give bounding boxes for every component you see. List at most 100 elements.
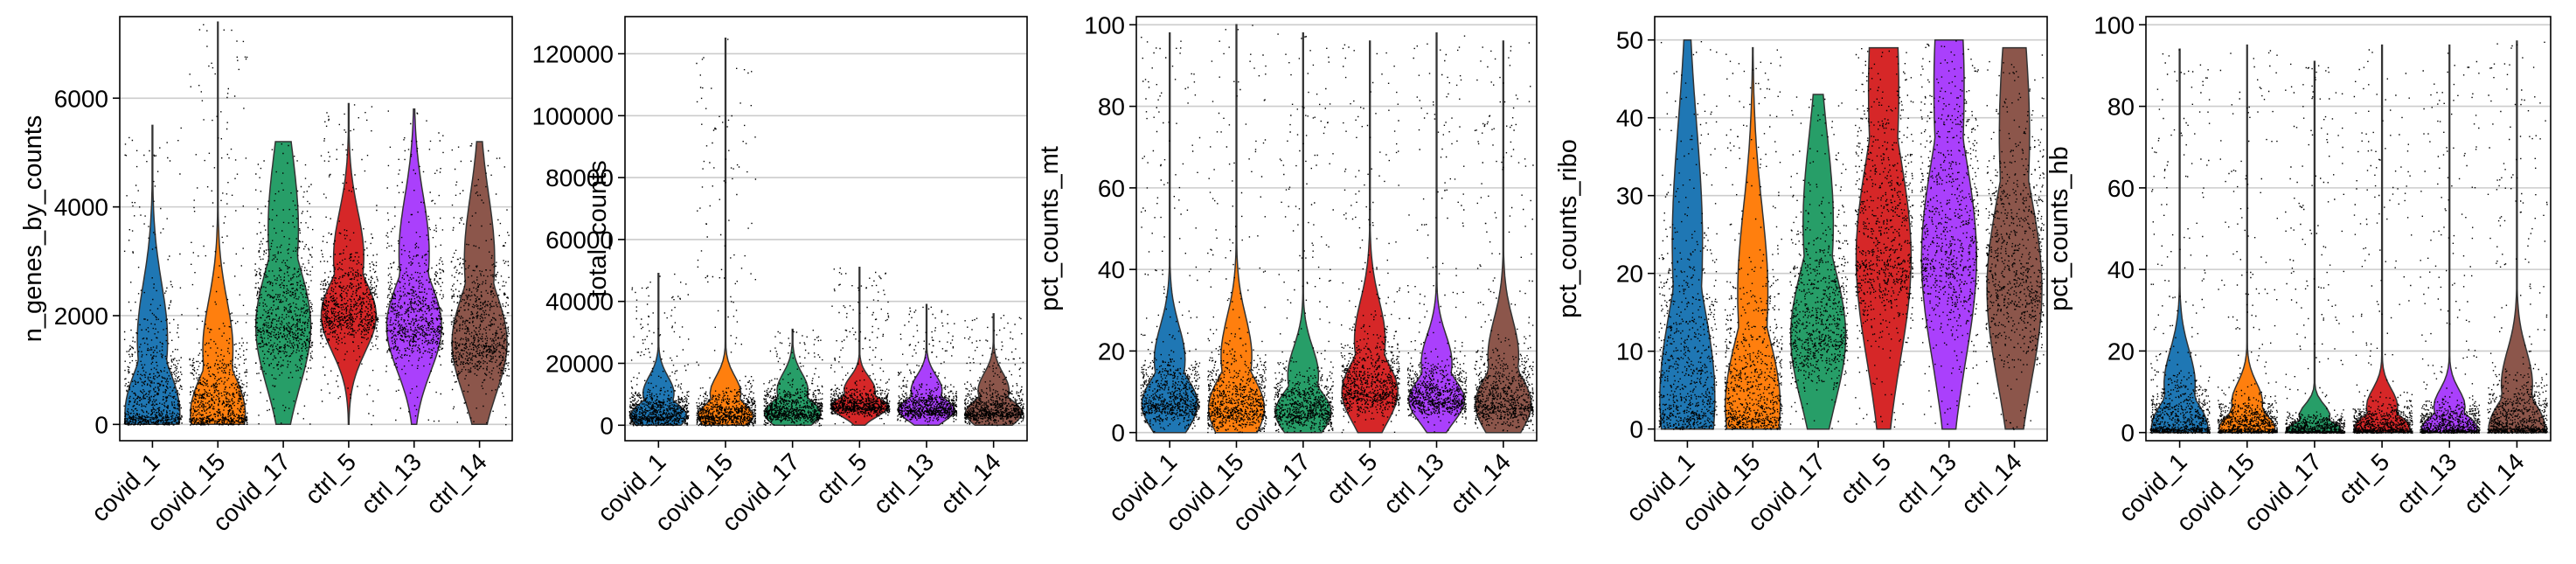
violin-ctrl_5 (320, 102, 378, 426)
y-tick-label: 2000 (54, 303, 108, 330)
y-tick-label: 40 (2107, 256, 2135, 283)
point-cloud (963, 315, 1024, 427)
x-tick-label: ctrl_5 (810, 448, 871, 509)
violin-ctrl_5 (1341, 40, 1399, 434)
violin-ctrl_14 (2488, 40, 2546, 434)
y-tick-label: 60000 (545, 226, 614, 254)
violin-ctrl_5 (1855, 46, 1913, 430)
y-tick-label: 80 (1098, 94, 1125, 121)
violin-covid_1 (1659, 38, 1716, 430)
y-tick-label: 80 (2107, 94, 2135, 121)
points-ctrl_14 (1474, 42, 1534, 432)
points-covid_1 (628, 273, 690, 427)
violin-covid_1 (1141, 31, 1198, 434)
x-tick-label: ctrl_13 (1378, 448, 1448, 519)
y-tick-label: 0 (1629, 416, 1643, 443)
violin-covid_15 (697, 38, 754, 427)
violin-covid_15 (1725, 46, 1781, 430)
violin-covid_17 (763, 328, 822, 427)
violin-ctrl_5 (2353, 44, 2411, 434)
axes-frame (1654, 16, 2048, 442)
violin-ctrl_5 (830, 267, 889, 427)
x-tick-label: ctrl_5 (1321, 448, 1382, 509)
point-cloud (1920, 40, 1980, 425)
point-cloud (1658, 41, 1718, 430)
y-axis-label: pct_counts_mt (1036, 146, 1064, 311)
y-tick-label: 0 (1111, 420, 1125, 447)
violin-ctrl_14 (1475, 40, 1532, 434)
y-tick-label: 10 (1616, 338, 1643, 366)
point-cloud (897, 306, 958, 426)
y-tick-label: 20 (1098, 338, 1125, 365)
y-tick-label: 40 (1616, 105, 1643, 132)
y-tick-label: 40000 (545, 289, 614, 316)
violin-ctrl_13 (2420, 44, 2478, 434)
axes-frame (1135, 16, 1538, 442)
y-tick-label: 4000 (54, 194, 108, 221)
points-covid_17 (763, 330, 823, 427)
violin-ctrl_13 (1407, 31, 1466, 434)
points-covid_17 (1274, 33, 1334, 434)
violin-covid_15 (190, 21, 246, 426)
y-tick-label: 30 (1616, 183, 1643, 210)
y-tick-label: 0 (600, 412, 614, 439)
violin-covid_1 (124, 124, 181, 426)
points-ctrl_13 (897, 306, 958, 426)
x-tick-label: ctrl_13 (356, 448, 427, 519)
y-tick-label: 100 (1084, 11, 1125, 38)
y-tick-label: 40 (1098, 256, 1125, 283)
points-ctrl_14 (450, 143, 510, 426)
axes-frame (2145, 16, 2552, 442)
point-cloud (1474, 42, 1534, 432)
x-tick-label: ctrl_13 (2391, 448, 2461, 519)
points-covid_17 (1789, 96, 1849, 429)
points-ctrl_5 (1340, 44, 1401, 434)
y-axis-label: n_genes_by_counts (19, 115, 47, 343)
points-ctrl_5 (830, 268, 891, 426)
y-tick-label: 100 (2093, 11, 2135, 38)
x-tick-label: ctrl_14 (1445, 448, 1516, 519)
x-tick-label: ctrl_14 (935, 448, 1006, 519)
y-tick-label: 20 (1616, 261, 1643, 288)
x-tick-label: ctrl_5 (300, 448, 361, 509)
violin-covid_15 (1207, 24, 1266, 434)
points-covid_1 (1658, 41, 1718, 430)
violin-covid_1 (629, 273, 688, 427)
y-tick-label: 6000 (54, 85, 108, 112)
y-axis-label: pct_counts_ribo (1554, 139, 1582, 318)
x-tick-label: ctrl_5 (2333, 448, 2394, 509)
points-ctrl_14 (2487, 41, 2548, 435)
x-tick-label: ctrl_13 (868, 448, 939, 519)
point-cloud (1789, 96, 1849, 429)
x-tick-label: ctrl_13 (1891, 448, 1962, 519)
point-cloud (830, 268, 891, 426)
x-tick-label: ctrl_14 (1955, 448, 2026, 519)
points-ctrl_14 (1985, 54, 2045, 430)
y-tick-label: 0 (94, 411, 108, 438)
y-tick-label: 60 (2107, 175, 2135, 202)
y-tick-label: 20000 (545, 350, 614, 377)
violin-covid_17 (254, 141, 312, 426)
violin-ctrl_14 (1986, 46, 2043, 430)
point-cloud (2487, 41, 2548, 435)
axes-frame (119, 16, 513, 442)
violin-ctrl_13 (1920, 38, 1977, 430)
axes-frame (624, 16, 1028, 442)
y-tick-label: 120000 (532, 40, 614, 67)
x-tick-label: ctrl_5 (1835, 448, 1896, 509)
y-tick-label: 0 (2121, 420, 2135, 447)
points-ctrl_14 (963, 315, 1024, 427)
violin-covid_17 (1274, 31, 1332, 434)
points-covid_1 (123, 127, 183, 426)
violin-ctrl_13 (898, 303, 955, 427)
point-cloud (1274, 33, 1334, 434)
y-tick-label: 100000 (532, 102, 614, 129)
y-tick-label: 80000 (545, 164, 614, 191)
y-axis-label: total_counts (584, 160, 612, 296)
point-cloud (1985, 54, 2045, 430)
